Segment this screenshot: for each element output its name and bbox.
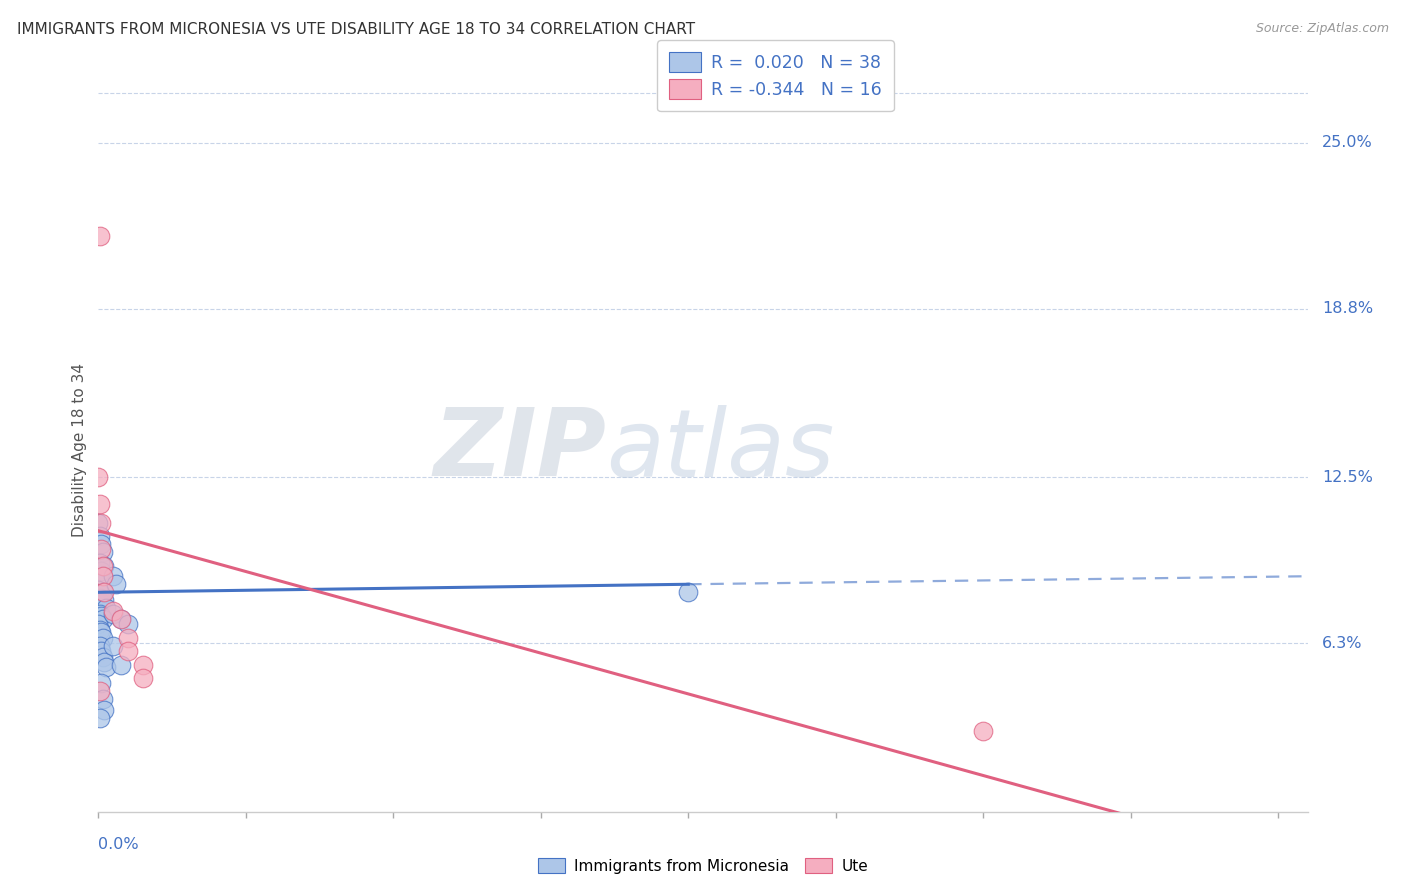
Point	[90, 625, 112, 640]
Point	[101, 569, 124, 583]
Point	[93, 655, 115, 669]
Point	[131, 657, 153, 672]
Point	[87, 516, 110, 530]
Point	[93, 703, 115, 717]
Point	[91, 649, 114, 664]
Y-axis label: Disability Age 18 to 34: Disability Age 18 to 34	[72, 363, 87, 538]
Point	[678, 585, 700, 599]
Point	[94, 660, 117, 674]
Point	[89, 623, 111, 637]
Point	[90, 564, 112, 578]
Point	[91, 569, 114, 583]
Point	[101, 639, 124, 653]
Point	[87, 582, 110, 597]
Point	[89, 591, 111, 605]
Legend: Immigrants from Micronesia, Ute: Immigrants from Micronesia, Ute	[531, 852, 875, 880]
Point	[91, 612, 114, 626]
Point	[90, 516, 112, 530]
Point	[89, 497, 111, 511]
Point	[93, 558, 115, 573]
Point	[110, 657, 132, 672]
Text: 0.0%: 0.0%	[98, 837, 139, 852]
Point	[117, 644, 139, 658]
Point	[89, 684, 111, 698]
Point	[89, 639, 111, 653]
Point	[117, 631, 139, 645]
Point	[89, 229, 111, 244]
Point	[89, 529, 111, 543]
Point	[101, 607, 124, 621]
Point	[89, 711, 111, 725]
Point	[105, 577, 128, 591]
Text: IMMIGRANTS FROM MICRONESIA VS UTE DISABILITY AGE 18 TO 34 CORRELATION CHART: IMMIGRANTS FROM MICRONESIA VS UTE DISABI…	[17, 22, 695, 37]
Point	[90, 542, 112, 557]
Point	[110, 612, 132, 626]
Point	[90, 609, 112, 624]
Text: 25.0%: 25.0%	[1322, 136, 1372, 150]
Point	[91, 569, 114, 583]
Point	[101, 604, 124, 618]
Point	[89, 607, 111, 621]
Point	[90, 644, 112, 658]
Point	[972, 724, 994, 739]
Point	[91, 692, 114, 706]
Point	[91, 585, 114, 599]
Point	[87, 470, 110, 484]
Point	[110, 612, 132, 626]
Text: Source: ZipAtlas.com: Source: ZipAtlas.com	[1256, 22, 1389, 36]
Point	[131, 671, 153, 685]
Point	[87, 617, 110, 632]
Point	[90, 676, 112, 690]
Text: 18.8%: 18.8%	[1322, 301, 1374, 316]
Point	[90, 596, 112, 610]
Text: 12.5%: 12.5%	[1322, 470, 1374, 484]
Text: ZIP: ZIP	[433, 404, 606, 497]
Point	[91, 545, 114, 559]
Point	[93, 585, 115, 599]
Point	[89, 556, 111, 570]
Text: atlas: atlas	[606, 405, 835, 496]
Point	[91, 631, 114, 645]
Point	[93, 593, 115, 607]
Text: 6.3%: 6.3%	[1322, 636, 1362, 650]
Point	[91, 558, 114, 573]
Legend: R =  0.020   N = 38, R = -0.344   N = 16: R = 0.020 N = 38, R = -0.344 N = 16	[657, 40, 894, 112]
Point	[90, 537, 112, 551]
Point	[94, 601, 117, 615]
Point	[117, 617, 139, 632]
